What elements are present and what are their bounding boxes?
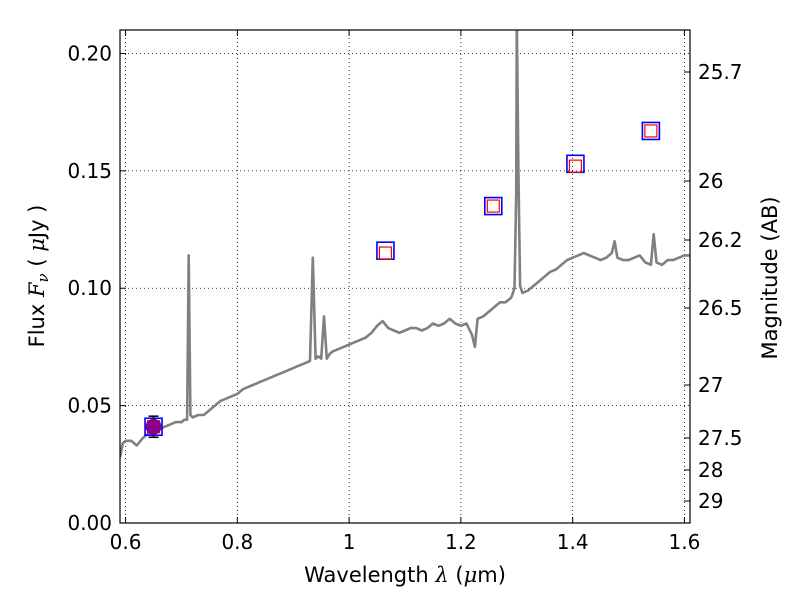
spectrum-path (120, 30, 690, 458)
observed-box-marker (641, 121, 661, 141)
y2-tick-label: 27 (698, 373, 723, 397)
x-tick-label: 0.6 (110, 530, 142, 554)
model-spectrum-line (120, 30, 690, 458)
axis-ticks: 0.6 0.8 1 1.2 1.4 1.6 0.00 0.05 0.10 0.15 0.20 25.7… (67, 30, 743, 554)
model-box-marker (378, 246, 393, 260)
x-tick-label: 1 (343, 530, 356, 554)
y2-tick-label: 25.7 (698, 60, 743, 84)
y2-tick-label: 26.2 (698, 228, 743, 252)
grid-lines (120, 30, 690, 524)
measured-flux-point (145, 418, 162, 435)
model-box-marker (568, 159, 583, 173)
y-tick-label: 0.15 (67, 159, 112, 183)
plot-frame (119, 29, 691, 524)
y2-tick-label: 26 (698, 169, 723, 193)
model-box-marker (486, 199, 500, 213)
x-tick-label: 1.4 (557, 530, 589, 554)
y2-tick-label: 29 (698, 489, 723, 513)
y2-tick-label: 28 (698, 458, 723, 482)
x-tick-label: 1.2 (445, 530, 477, 554)
photometry-markers (144, 121, 661, 439)
x-tick-label: 0.8 (221, 530, 253, 554)
x-tick-label: 1.6 (669, 530, 701, 554)
y-tick-label: 0.00 (67, 511, 112, 535)
y-axis-label: Flux Fν ( μJy ) (25, 205, 52, 348)
x-axis-label: Wavelength λ (μm) (304, 563, 506, 587)
y-tick-label: 0.20 (67, 41, 112, 65)
y-tick-label: 0.05 (67, 394, 112, 418)
observed-box-marker (483, 196, 503, 216)
model-box-marker (644, 124, 658, 138)
y-tick-label: 0.10 (67, 276, 112, 300)
y2-tick-label: 26.5 (698, 296, 743, 320)
y2-tick-label: 27.5 (698, 426, 743, 450)
y2-axis-label: Magnitude (AB) (758, 196, 782, 359)
